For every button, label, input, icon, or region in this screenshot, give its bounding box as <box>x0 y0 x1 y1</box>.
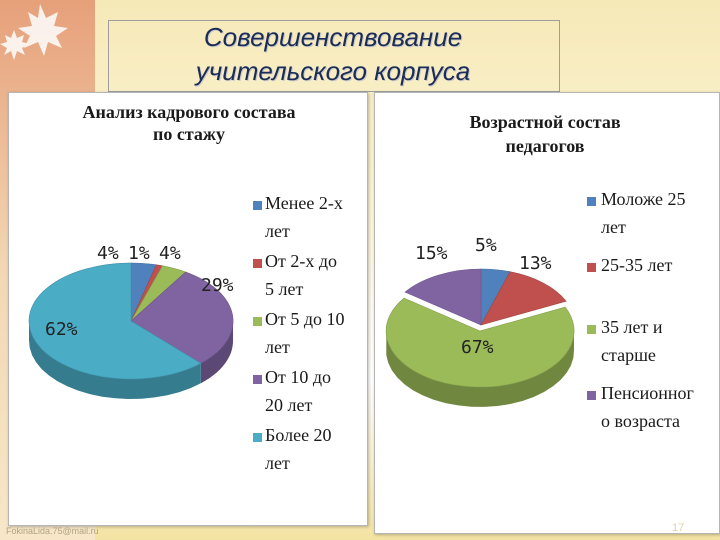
maple-leaf-icon <box>0 4 68 60</box>
legend-swatch <box>253 201 262 210</box>
chart-title-line2: по стажу <box>153 124 225 144</box>
legend-label: От 10 до <box>265 367 332 387</box>
legend-label: Более 20 <box>265 425 332 445</box>
data-label: 4% <box>97 243 119 264</box>
legend-label: От 5 до 10 <box>265 309 345 329</box>
pie-slice <box>28 262 202 380</box>
pie-slice <box>480 271 567 326</box>
slide-title-line1: Совершенствование <box>203 22 463 52</box>
legend-swatch <box>587 263 596 272</box>
legend-label: 20 лет <box>265 395 313 415</box>
pie-slice-side <box>29 320 201 399</box>
page-number: 17 <box>672 522 685 534</box>
legend-label: лет <box>265 337 290 357</box>
legend-label: о возраста <box>601 411 681 431</box>
pie-chart-experience <box>28 262 234 399</box>
legend-swatch <box>587 197 596 206</box>
legend-label: От 2-х до <box>265 251 338 271</box>
pie-chart-age <box>385 268 575 407</box>
chart-title-line2: педагогов <box>505 136 585 156</box>
data-label: 5% <box>475 235 497 256</box>
title-frame <box>108 20 560 92</box>
chart-title-line1: Возрастной состав <box>469 112 621 132</box>
legend-label: Пенсионног <box>601 383 694 403</box>
footer-email: FokinaLida.75@mail.ru <box>6 526 99 536</box>
legend-swatch <box>253 433 262 442</box>
legend-label: Менее 2-х <box>265 193 343 213</box>
legend-label: 25-35 лет <box>601 255 673 275</box>
legend-swatch <box>587 325 596 334</box>
data-label: 62% <box>45 319 78 340</box>
legend-label: лет <box>601 217 626 237</box>
legend-label: 5 лет <box>265 279 304 299</box>
data-label: 15% <box>415 243 448 264</box>
legend-label: старше <box>601 345 656 365</box>
legend-swatch <box>253 259 262 268</box>
legend-label: Моложе 25 <box>601 189 686 209</box>
data-label: 4% <box>159 243 181 264</box>
data-label: 29% <box>201 275 234 296</box>
slide-title-line2: учительского корпуса <box>195 56 471 86</box>
pie-slice-side <box>200 322 233 384</box>
legend-label: 35 лет и <box>601 317 663 337</box>
legend-swatch <box>587 391 596 400</box>
legend-swatch <box>253 375 262 384</box>
pie-slice <box>404 268 482 326</box>
data-label: 1% <box>128 243 150 264</box>
legend-swatch <box>253 317 262 326</box>
legend-label: лет <box>265 221 290 241</box>
pie-slice <box>385 297 575 388</box>
legend-label: лет <box>265 453 290 473</box>
chart-panel-age: Возрастной состав педагогов 15% 5% 13% 6… <box>374 92 720 534</box>
pie-slice <box>130 271 234 364</box>
data-label: 13% <box>519 253 552 274</box>
chart-title-line1: Анализ кадрового состава <box>82 102 296 122</box>
data-label: 67% <box>461 337 494 358</box>
pie-slice-side <box>386 329 574 407</box>
chart-panel-experience: Анализ кадрового состава по стажу 4% 1% … <box>8 92 368 526</box>
